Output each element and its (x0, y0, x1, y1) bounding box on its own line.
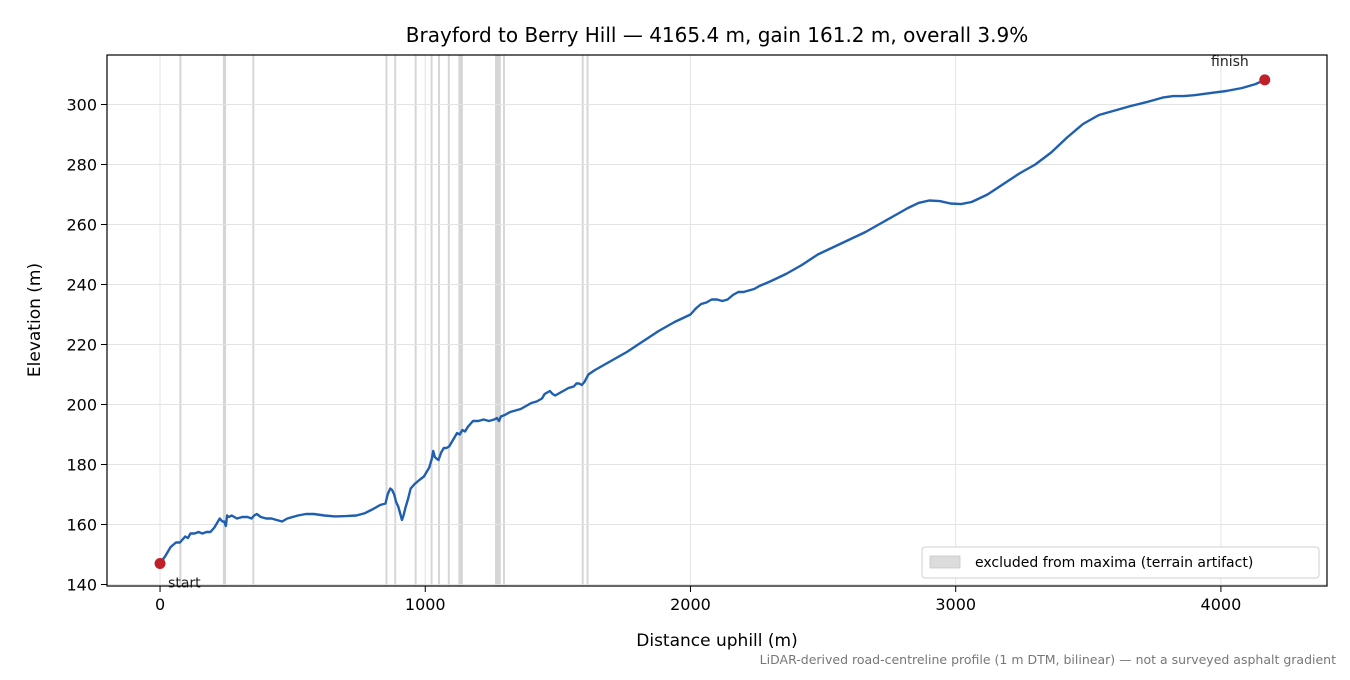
excluded-band-1 (222, 55, 227, 586)
legend-frame (921, 546, 1320, 579)
x-tick-label-4000: 4000 (1201, 595, 1242, 614)
legend-label-excluded: excluded from maxima (terrain artifact) (975, 555, 1253, 571)
series-line-0 (159, 78, 1266, 565)
excluded-band-13 (586, 55, 589, 586)
finish-marker (1259, 74, 1271, 86)
y-tick-label-240: 240 (66, 276, 97, 295)
excluded-band-9 (458, 55, 463, 586)
y-tick-label-200: 200 (66, 396, 97, 415)
y-tick-label-160: 160 (66, 516, 97, 535)
x-tick-label-0: 0 (155, 595, 165, 614)
excluded-bands (179, 55, 589, 586)
y-axis-title: Elevation (m) (25, 263, 45, 377)
x-tick-label-3000: 3000 (935, 595, 976, 614)
excluded-band-2 (252, 55, 255, 586)
endpoint-markers: start finish (154, 54, 1271, 592)
y-tick-label-180: 180 (66, 456, 97, 475)
y-tick-label-260: 260 (66, 216, 97, 235)
excluded-band-0 (179, 55, 182, 586)
excluded-band-12 (581, 55, 584, 586)
finish-label: finish (1211, 54, 1249, 70)
legend-swatch-excluded (929, 555, 961, 569)
chart-title: Brayford to Berry Hill — 4165.4 m, gain … (406, 23, 1028, 47)
excluded-band-4 (394, 55, 397, 586)
excluded-band-8 (447, 55, 450, 586)
excluded-band-7 (437, 55, 440, 586)
legend: excluded from maxima (terrain artifact) (921, 546, 1320, 579)
y-tick-label-280: 280 (66, 156, 97, 175)
y-tick-label-220: 220 (66, 336, 97, 355)
plot-frame (106, 54, 1328, 587)
excluded-band-11 (502, 55, 505, 586)
footnote: LiDAR-derived road-centreline profile (1… (760, 652, 1336, 667)
excluded-band-10 (495, 55, 501, 586)
x-tick-label-2000: 2000 (670, 595, 711, 614)
excluded-band-5 (414, 55, 417, 586)
series-layer (159, 78, 1266, 565)
grid-lines (107, 55, 1327, 586)
y-tick-label-300: 300 (66, 96, 97, 115)
axis-ticks: 0 1000 2000 3000 4000 140 160 180 200 220 240 260 28… (66, 96, 1241, 615)
start-label: start (168, 576, 201, 592)
y-tick-label-140: 140 (66, 576, 97, 595)
x-axis-title: Distance uphill (m) (636, 631, 797, 651)
start-marker (154, 558, 166, 569)
x-tick-label-1000: 1000 (405, 595, 446, 614)
excluded-band-3 (385, 55, 388, 586)
excluded-band-6 (430, 55, 433, 586)
